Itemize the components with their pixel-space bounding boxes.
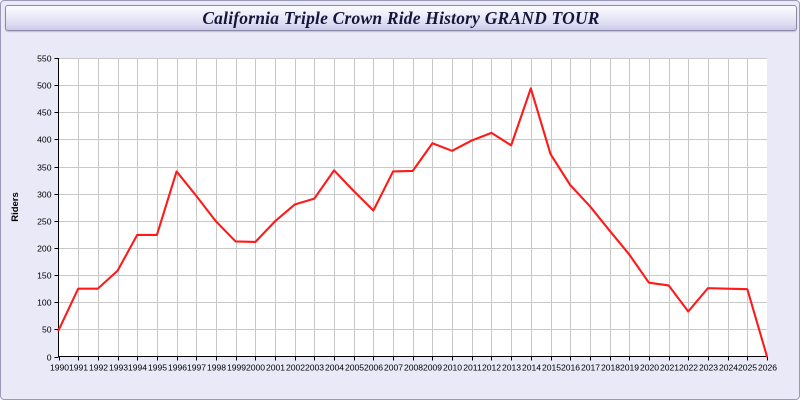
y-tick-label: 450: [37, 108, 52, 118]
y-tick-label: 200: [37, 244, 52, 254]
y-tick-label: 100: [37, 298, 52, 308]
axes: [57, 58, 767, 358]
y-tick-label: 300: [37, 190, 52, 200]
x-tick-label: 2005: [345, 363, 364, 373]
x-tick-label: 1999: [227, 363, 246, 373]
y-tick-label: 550: [37, 54, 52, 64]
x-tick-label: 2004: [325, 363, 344, 373]
axis-lines: [57, 58, 767, 358]
x-tick-label: 1991: [69, 363, 88, 373]
x-tick-label: 1992: [89, 363, 108, 373]
x-tick-label: 2017: [581, 363, 600, 373]
x-tick-label: 2010: [443, 363, 462, 373]
x-tick-label: 2002: [286, 363, 305, 373]
x-tick-label: 1995: [148, 363, 167, 373]
y-axis-tick-labels: 0 50 100 150 200 250 300 350 400 450 500 550: [37, 54, 52, 363]
x-tick-label: 2026: [758, 363, 777, 373]
x-tick-label: 2011: [463, 363, 482, 373]
y-tick-label: 250: [37, 217, 52, 227]
gridlines: [58, 58, 767, 357]
x-tick-label: 2014: [522, 363, 541, 373]
y-tick-label: 500: [37, 81, 52, 91]
x-tick-label: 2021: [660, 363, 679, 373]
y-tick-label: 0: [47, 353, 52, 363]
x-tick-label: 1998: [207, 363, 226, 373]
x-tick-label: 1994: [128, 363, 147, 373]
x-tick-label: 2003: [305, 363, 324, 373]
y-axis-title: Riders: [10, 192, 21, 222]
series-line-riders: [57, 87, 769, 358]
x-tick-label: 2001: [266, 363, 285, 373]
x-tick-label: 2018: [601, 363, 620, 373]
y-tick-label: 50: [42, 325, 52, 335]
x-tick-label: 1990: [50, 363, 69, 373]
x-tick-label: 2020: [640, 363, 659, 373]
x-tick-label: 1997: [187, 363, 206, 373]
x-tick-label: 2006: [364, 363, 383, 373]
x-tick-label: 2013: [502, 363, 521, 373]
y-tick-label: 350: [37, 163, 52, 173]
y-tick-label: 150: [37, 271, 52, 281]
page-title: California Triple Crown Ride History GRA…: [202, 7, 600, 28]
x-tick-label: 2012: [482, 363, 501, 373]
x-tick-label: 2000: [246, 363, 265, 373]
x-tick-label: 2024: [719, 363, 738, 373]
x-tick-label: 2007: [384, 363, 403, 373]
x-tick-label: 2025: [738, 363, 757, 373]
chart-title-bar: California Triple Crown Ride History GRA…: [5, 5, 797, 31]
x-tick-label: 2016: [561, 363, 580, 373]
x-tick-label: 2022: [679, 363, 698, 373]
data-series: [57, 87, 769, 358]
x-tick-label: 2019: [620, 363, 639, 373]
x-tick-label: 2008: [404, 363, 423, 373]
y-tick-label: 400: [37, 135, 52, 145]
plot-background: [58, 58, 767, 356]
chart-plot-area: 0 50 100 150 200 250 300 350 400 450 500 550 1990 19…: [1, 31, 799, 399]
x-tick-label: 1996: [168, 363, 187, 373]
x-tick-label: 2023: [699, 363, 718, 373]
x-tick-label: 2015: [542, 363, 561, 373]
x-tick-label: 2009: [423, 363, 442, 373]
x-axis-tick-labels: 1990 1991 1992 1993 1994 1995 1996 1997 1998 1999…: [50, 363, 777, 373]
x-tick-label: 1993: [109, 363, 128, 373]
